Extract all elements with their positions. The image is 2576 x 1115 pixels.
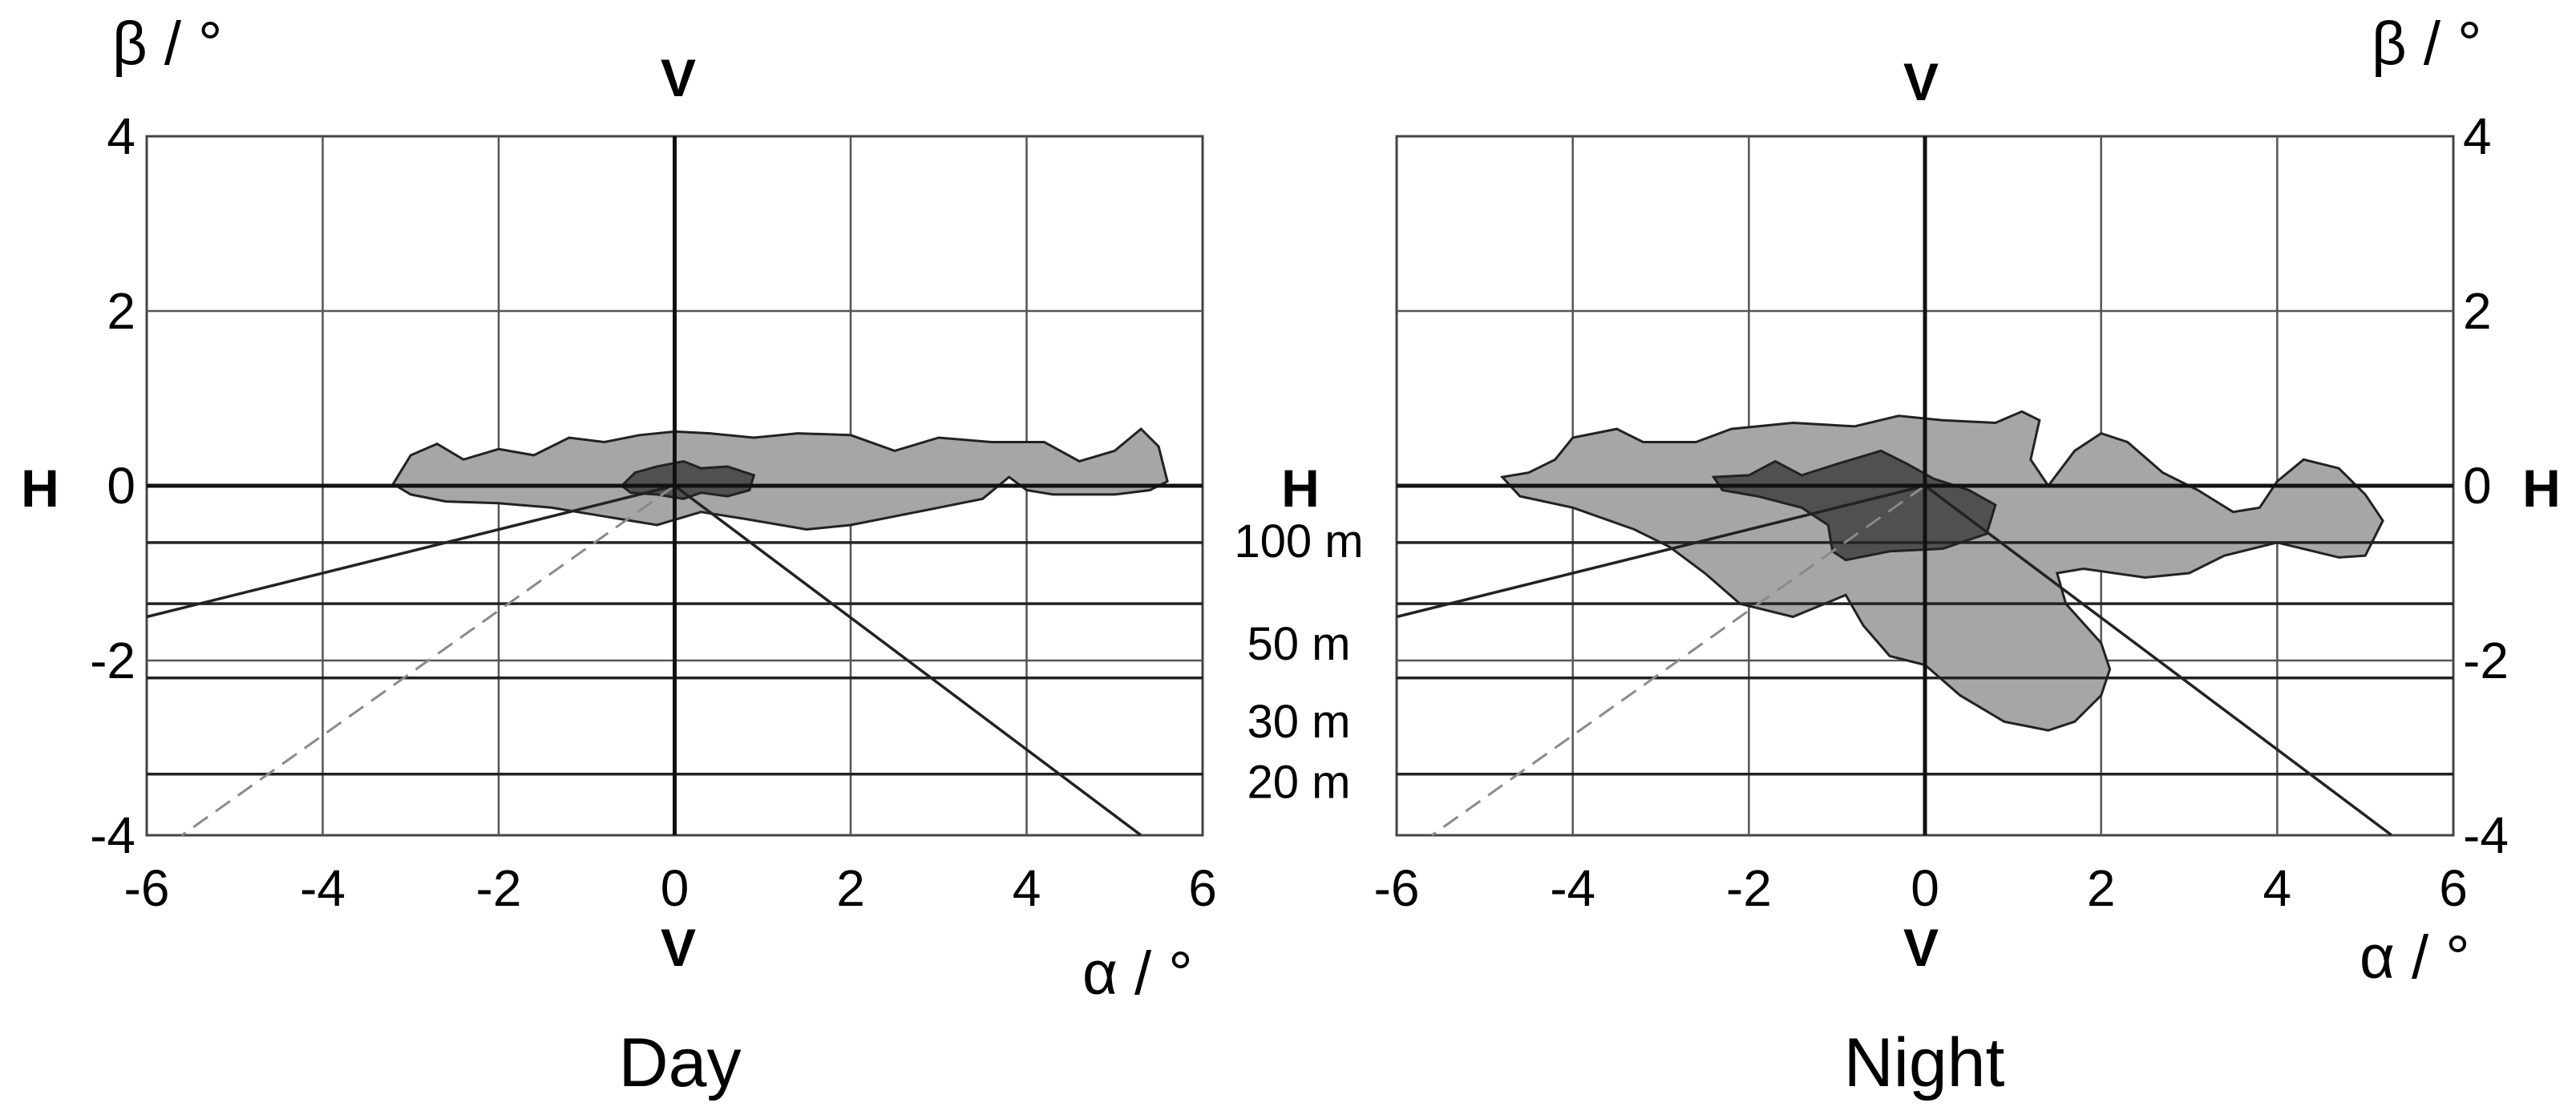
day-ylabel: β / ° bbox=[112, 10, 222, 78]
day-v-label-bottom: V bbox=[661, 918, 696, 977]
night-reference-line-solid bbox=[1923, 484, 2393, 837]
distance-label: 30 m bbox=[1248, 696, 1351, 748]
night-xtick-label: 0 bbox=[1911, 859, 1939, 917]
day-ytick-label: -2 bbox=[90, 632, 135, 689]
day-ytick-label: 2 bbox=[107, 282, 135, 340]
night-ylabel: β / ° bbox=[2372, 10, 2481, 78]
day-xtick-label: 4 bbox=[1013, 859, 1041, 917]
night-v-label-bottom: V bbox=[1903, 918, 1939, 977]
day-xtick-label: -6 bbox=[124, 859, 170, 917]
day-v-label-top: V bbox=[661, 48, 696, 107]
day-h-label-left: H bbox=[21, 459, 59, 518]
night-xtick-label: 6 bbox=[2439, 859, 2468, 917]
day-xtick-label: 6 bbox=[1188, 859, 1217, 917]
day-plot-area bbox=[145, 135, 1204, 837]
night-ytick-label: 0 bbox=[2463, 457, 2492, 515]
day-reference-line-solid bbox=[146, 484, 675, 619]
night-xtick-label: 2 bbox=[2087, 859, 2116, 917]
night-xlabel: α / ° bbox=[2360, 923, 2470, 992]
day-xtick-label: 2 bbox=[836, 859, 865, 917]
day-ytick-label: 0 bbox=[107, 457, 135, 515]
night-xtick-label: -2 bbox=[1726, 859, 1772, 917]
day-ytick-label: 4 bbox=[107, 107, 135, 165]
day-xtick-label: -2 bbox=[476, 859, 522, 917]
night-h-label-right: H bbox=[2522, 459, 2561, 518]
night-ytick-label: -2 bbox=[2463, 632, 2509, 689]
panel-night: β / ° V V H α / ° Night -6 -4 -2 0 2 4 6-4-202… bbox=[1374, 10, 2561, 1101]
night-ytick-label: 4 bbox=[2463, 107, 2492, 165]
night-reference-line-solid bbox=[1396, 484, 1926, 619]
distance-label: 50 m bbox=[1248, 618, 1351, 670]
night-ytick-label: -4 bbox=[2463, 806, 2509, 864]
distance-labels: 100 m 50 m 30 m 20 m bbox=[1234, 515, 1363, 809]
distance-label: 100 m bbox=[1234, 515, 1363, 568]
panel-day: β / ° V V H H α / ° Day -6 -4 -2 0 2 4 6-4-202… bbox=[21, 10, 1320, 1101]
night-xtick-label: 4 bbox=[2263, 859, 2292, 917]
day-ytick-label: -4 bbox=[90, 806, 135, 864]
night-ytick-label: 2 bbox=[2463, 282, 2492, 340]
night-title: Night bbox=[1844, 1024, 2005, 1101]
day-region-light bbox=[391, 427, 1169, 531]
day-xtick-label: -4 bbox=[300, 859, 346, 917]
day-h-label-right: H bbox=[1281, 459, 1320, 518]
night-v-label-top: V bbox=[1903, 52, 1939, 111]
distance-label: 20 m bbox=[1248, 757, 1351, 809]
day-reference-line-dashed bbox=[181, 484, 676, 837]
night-plot-area bbox=[1395, 135, 2455, 837]
day-xlabel: α / ° bbox=[1082, 939, 1193, 1008]
day-title: Day bbox=[619, 1024, 742, 1101]
day-xtick-label: 0 bbox=[661, 859, 689, 917]
night-xtick-label: -4 bbox=[1550, 859, 1595, 917]
day-reference-line-solid bbox=[673, 484, 1142, 837]
night-xtick-label: -6 bbox=[1374, 859, 1420, 917]
night-reference-line-dashed bbox=[1431, 484, 1926, 837]
